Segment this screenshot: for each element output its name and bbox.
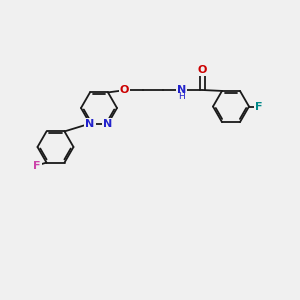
Text: F: F (33, 160, 40, 171)
Text: O: O (120, 85, 129, 95)
Text: N: N (103, 118, 112, 129)
Text: N: N (85, 118, 94, 129)
Text: N: N (177, 85, 186, 95)
Text: O: O (198, 65, 207, 75)
Text: F: F (255, 101, 262, 112)
Text: H: H (178, 92, 185, 101)
